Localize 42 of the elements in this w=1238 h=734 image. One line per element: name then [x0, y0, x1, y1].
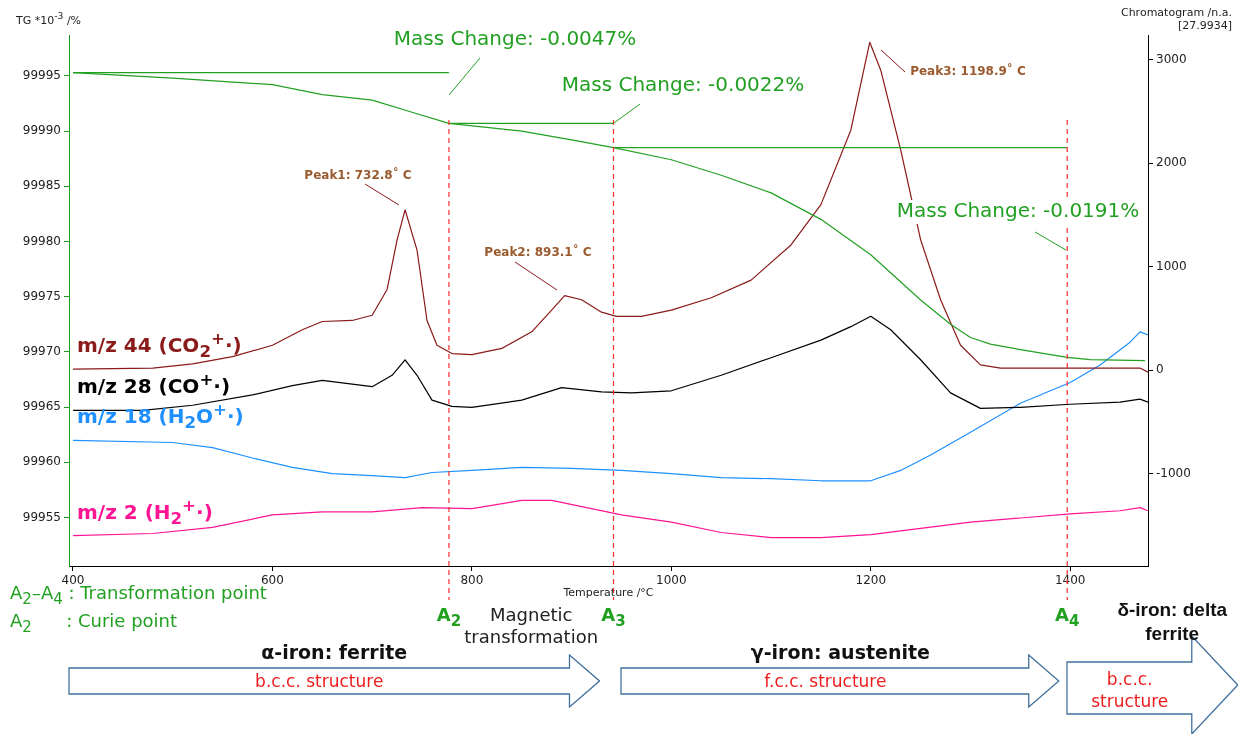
series-label: m/z 18 (H$_{2}$O$^{+}$·)	[77, 400, 244, 433]
text: δ-iron: delta ferrite	[1116, 598, 1229, 646]
y2-tick-label: 1000	[1156, 258, 1187, 273]
y-tick-label: 99975	[22, 288, 61, 303]
y2-tick-label: 3000	[1156, 51, 1187, 66]
y-axis-title: TG *10$^{-3}$ /%	[16, 10, 82, 27]
y-tick-label: 99990	[22, 123, 61, 138]
y-tick-label: 99995	[22, 67, 61, 82]
ref-line-label: A$_{3}$	[601, 604, 626, 630]
y2-tick-label: 2000	[1156, 155, 1187, 170]
y-tick-label: 99955	[22, 509, 61, 524]
x-axis-title: Temperature /°C	[562, 586, 654, 600]
text: b.c.c. structure	[1090, 668, 1170, 712]
y2-tick-label: 0	[1156, 362, 1164, 377]
text: Magnetic transformation	[464, 604, 599, 647]
y-tick-label: 99960	[22, 454, 61, 469]
series-label: m/z 44 (CO$_{2}$$^{+}$·)	[77, 329, 242, 361]
y-tick-label: 99980	[22, 233, 61, 248]
annotation: Peak1: 732.8˚ C	[304, 167, 412, 183]
text: A$_{2}$ : Curie point	[10, 610, 178, 636]
annotation: Peak2: 893.1˚ C	[484, 244, 592, 260]
text: b.c.c. structure	[254, 670, 385, 692]
x-tick-label: 800	[460, 573, 484, 588]
ref-line-label: A$_{2}$	[436, 604, 462, 630]
series-label: m/z 28 (CO$^{+}$·)	[77, 370, 231, 399]
y-tick-label: 99970	[22, 343, 61, 358]
text: f.c.c. structure	[763, 670, 888, 692]
annotation: Peak3: 1198.9˚ C	[910, 63, 1026, 79]
y2-tick-label: -1000	[1156, 465, 1191, 480]
x-tick-label: 1400	[1054, 573, 1086, 588]
series-label: m/z 2 (H$_{2}$$^{+}$·)	[77, 495, 213, 528]
ref-line-label: A$_{4}$	[1054, 604, 1081, 630]
x-tick-label: 1200	[855, 573, 887, 588]
text: α-iron: ferrite	[261, 641, 408, 663]
x-tick-label: 1000	[656, 573, 687, 588]
annotation: Mass Change: -0.0022%	[561, 72, 805, 97]
y-tick-label: 99985	[22, 178, 61, 193]
annotation: Mass Change: -0.0047%	[393, 26, 637, 51]
text: γ-iron: austenite	[749, 640, 931, 664]
y2-axis-title: Chromatogram /n.a. [27.9934]	[1119, 6, 1232, 32]
y-tick-label: 99965	[22, 399, 61, 414]
annotation: Mass Change: -0.0191%	[896, 198, 1140, 223]
